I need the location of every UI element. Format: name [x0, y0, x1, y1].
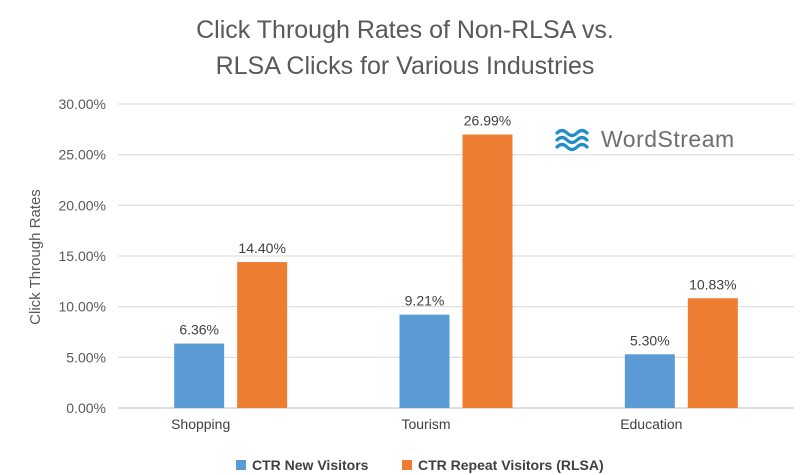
y-tick-label: 20.00%: [59, 197, 106, 213]
bar-shopping-series-0: [174, 343, 225, 408]
legend-label: CTR New Visitors: [252, 457, 369, 473]
data-label: 10.83%: [689, 276, 736, 292]
bar-shopping-series-1: [237, 262, 288, 408]
bars: [174, 134, 738, 408]
legend-label: CTR Repeat Visitors (RLSA): [418, 457, 604, 473]
legend: CTR New Visitors CTR Repeat Visitors (RLS…: [236, 457, 604, 473]
y-tick-label: 5.00%: [66, 349, 106, 365]
y-tick-label: 25.00%: [59, 147, 106, 163]
legend-swatch: [236, 460, 246, 470]
chart-title-line-1: Click Through Rates of Non-RLSA vs.: [196, 16, 614, 44]
bar-education-series-0: [624, 354, 675, 408]
y-tick-label: 15.00%: [59, 248, 106, 264]
bar-tourism-series-0: [399, 314, 450, 408]
data-label: 6.36%: [179, 322, 219, 338]
category-label: Education: [620, 416, 682, 432]
bar-education-series-1: [687, 298, 738, 408]
y-axis-label: Click Through Rates: [27, 189, 44, 325]
data-labels: 6.36% 14.40% 9.21% 26.99% 5.30% 10.83%: [179, 113, 736, 349]
y-tick-label: 0.00%: [66, 400, 106, 416]
data-label: 26.99%: [464, 113, 511, 129]
y-tick-label: 30.00%: [59, 96, 106, 112]
bar-tourism-series-1: [462, 134, 513, 408]
data-label: 9.21%: [405, 293, 445, 309]
category-label: Tourism: [401, 416, 450, 432]
logo-text: WordStream: [601, 126, 735, 152]
wave-icon: [555, 128, 589, 152]
category-label: Shopping: [171, 416, 230, 432]
wordstream-logo: WordStream: [555, 126, 735, 152]
y-tick-labels: 0.00% 5.00% 10.00% 15.00% 20.00% 25.00% 30.00%: [59, 96, 106, 416]
legend-swatch: [402, 460, 412, 470]
chart-title-line-2: RLSA Clicks for Various Industries: [216, 52, 595, 80]
gridlines: [118, 103, 794, 409]
data-label: 14.40%: [238, 240, 285, 256]
y-tick-label: 10.00%: [59, 299, 106, 315]
category-labels: Shopping Tourism Education: [171, 416, 682, 432]
data-label: 5.30%: [630, 332, 670, 348]
